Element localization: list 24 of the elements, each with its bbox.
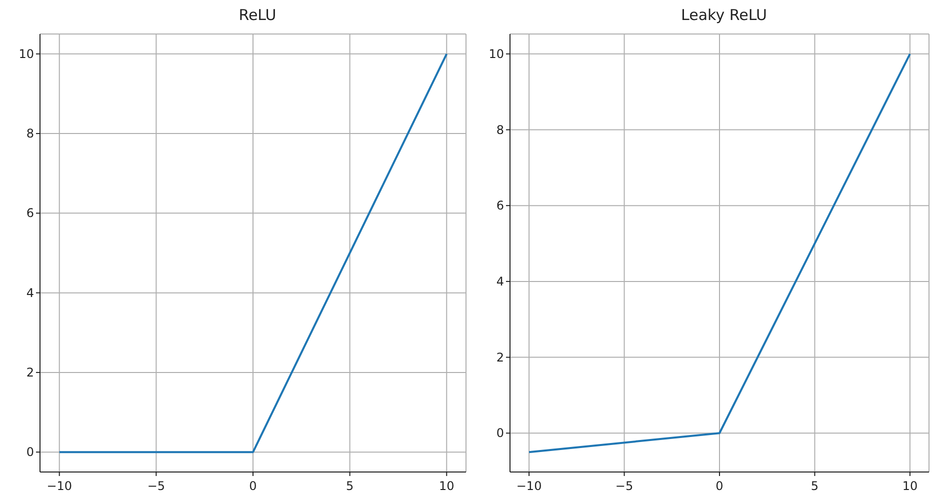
y-tick-label: 10 [18, 46, 34, 61]
x-tick-label: 5 [346, 479, 354, 493]
y-tick-label: 4 [26, 286, 34, 300]
y-tick-label: 6 [26, 206, 34, 220]
y-tick-label: 0 [26, 445, 34, 460]
y-tick-label: 8 [26, 126, 34, 141]
x-tick-label: −10 [516, 479, 542, 493]
y-tick-label: 2 [26, 365, 34, 380]
x-tick-label: −5 [615, 479, 634, 493]
x-tick-label: 10 [438, 479, 454, 493]
x-tick-label: 0 [716, 479, 724, 493]
x-tick-label: −10 [46, 479, 72, 493]
y-tick-label: 8 [496, 122, 504, 137]
x-tick-label: 10 [902, 479, 918, 493]
y-tick-label: 2 [496, 350, 504, 364]
y-tick-label: 4 [496, 274, 504, 288]
chart-title: Leaky ReLU [681, 6, 767, 24]
y-tick-label: 0 [496, 426, 504, 440]
x-tick-label: 0 [249, 479, 257, 493]
y-tick-label: 6 [496, 198, 504, 213]
x-tick-label: −5 [147, 479, 166, 493]
y-tick-label: 10 [488, 46, 504, 61]
x-tick-label: 5 [810, 479, 819, 493]
chart-title: ReLU [238, 6, 276, 24]
